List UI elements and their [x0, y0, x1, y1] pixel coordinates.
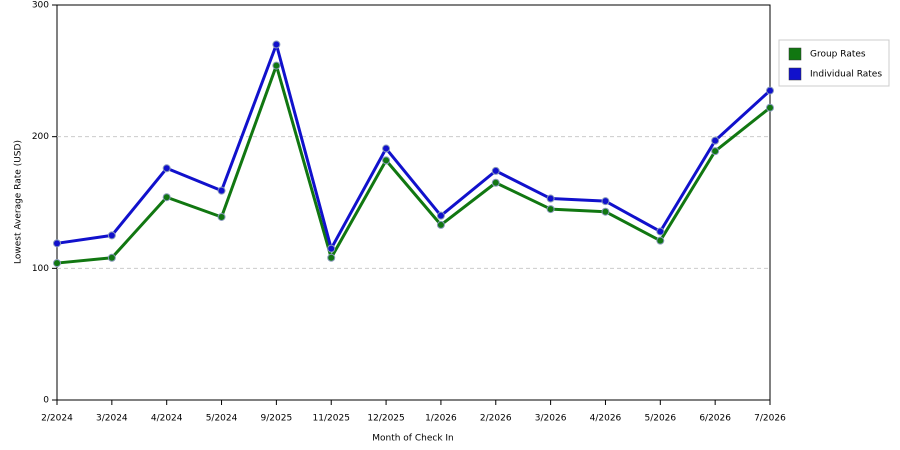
data-point — [382, 144, 391, 153]
data-point — [546, 205, 555, 214]
legend-label: Group Rates — [810, 50, 866, 60]
data-point — [711, 136, 720, 145]
data-point — [491, 166, 500, 175]
data-point — [272, 40, 281, 49]
data-point — [382, 156, 391, 165]
x-tick-label: 9/2025 — [261, 414, 293, 424]
x-tick-label: 1/2026 — [425, 414, 457, 424]
series-line — [56, 64, 771, 265]
x-tick-label: 12/2025 — [367, 414, 404, 424]
x-tick-label: 6/2026 — [699, 414, 731, 424]
data-point — [436, 220, 445, 229]
y-tick-label: 200 — [32, 132, 49, 142]
data-point — [656, 236, 665, 245]
plot-frame — [56, 4, 771, 401]
data-point — [711, 147, 720, 156]
data-point — [217, 212, 226, 221]
data-point — [107, 253, 116, 262]
data-point — [491, 178, 500, 187]
data-point — [272, 61, 281, 70]
x-tick-label: 3/2024 — [96, 414, 128, 424]
x-tick-label: 2/2024 — [41, 414, 73, 424]
y-tick-label: 0 — [43, 396, 49, 406]
data-point — [766, 86, 774, 95]
data-point — [53, 259, 61, 268]
legend-swatch — [788, 67, 802, 81]
data-point — [327, 253, 336, 262]
x-tick-label: 5/2024 — [206, 414, 238, 424]
x-tick-label: 4/2026 — [590, 414, 622, 424]
data-point — [546, 194, 555, 203]
data-point — [53, 239, 61, 248]
data-point — [436, 211, 445, 220]
data-point — [162, 164, 171, 173]
data-point — [766, 103, 774, 112]
y-axis-label: Lowest Average Rate (USD) — [14, 140, 24, 264]
data-point — [656, 227, 665, 236]
data-point — [327, 244, 336, 253]
x-tick-label: 7/2026 — [754, 414, 786, 424]
y-tick-label: 100 — [32, 264, 49, 274]
data-point — [217, 186, 226, 195]
data-point — [107, 231, 116, 240]
x-tick-label: 4/2024 — [151, 414, 183, 424]
legend-swatch — [788, 47, 802, 61]
x-tick-label: 5/2026 — [644, 414, 676, 424]
legend-label: Individual Rates — [810, 70, 882, 80]
x-axis-label: Month of Check In — [372, 434, 454, 444]
data-point — [162, 193, 171, 202]
x-tick-label: 3/2026 — [535, 414, 567, 424]
data-point — [601, 207, 610, 216]
series-line — [56, 43, 772, 251]
x-tick-label: 11/2025 — [313, 414, 350, 424]
y-tick-label: 300 — [32, 1, 49, 11]
x-tick-label: 2/2026 — [480, 414, 512, 424]
data-point — [601, 197, 610, 206]
